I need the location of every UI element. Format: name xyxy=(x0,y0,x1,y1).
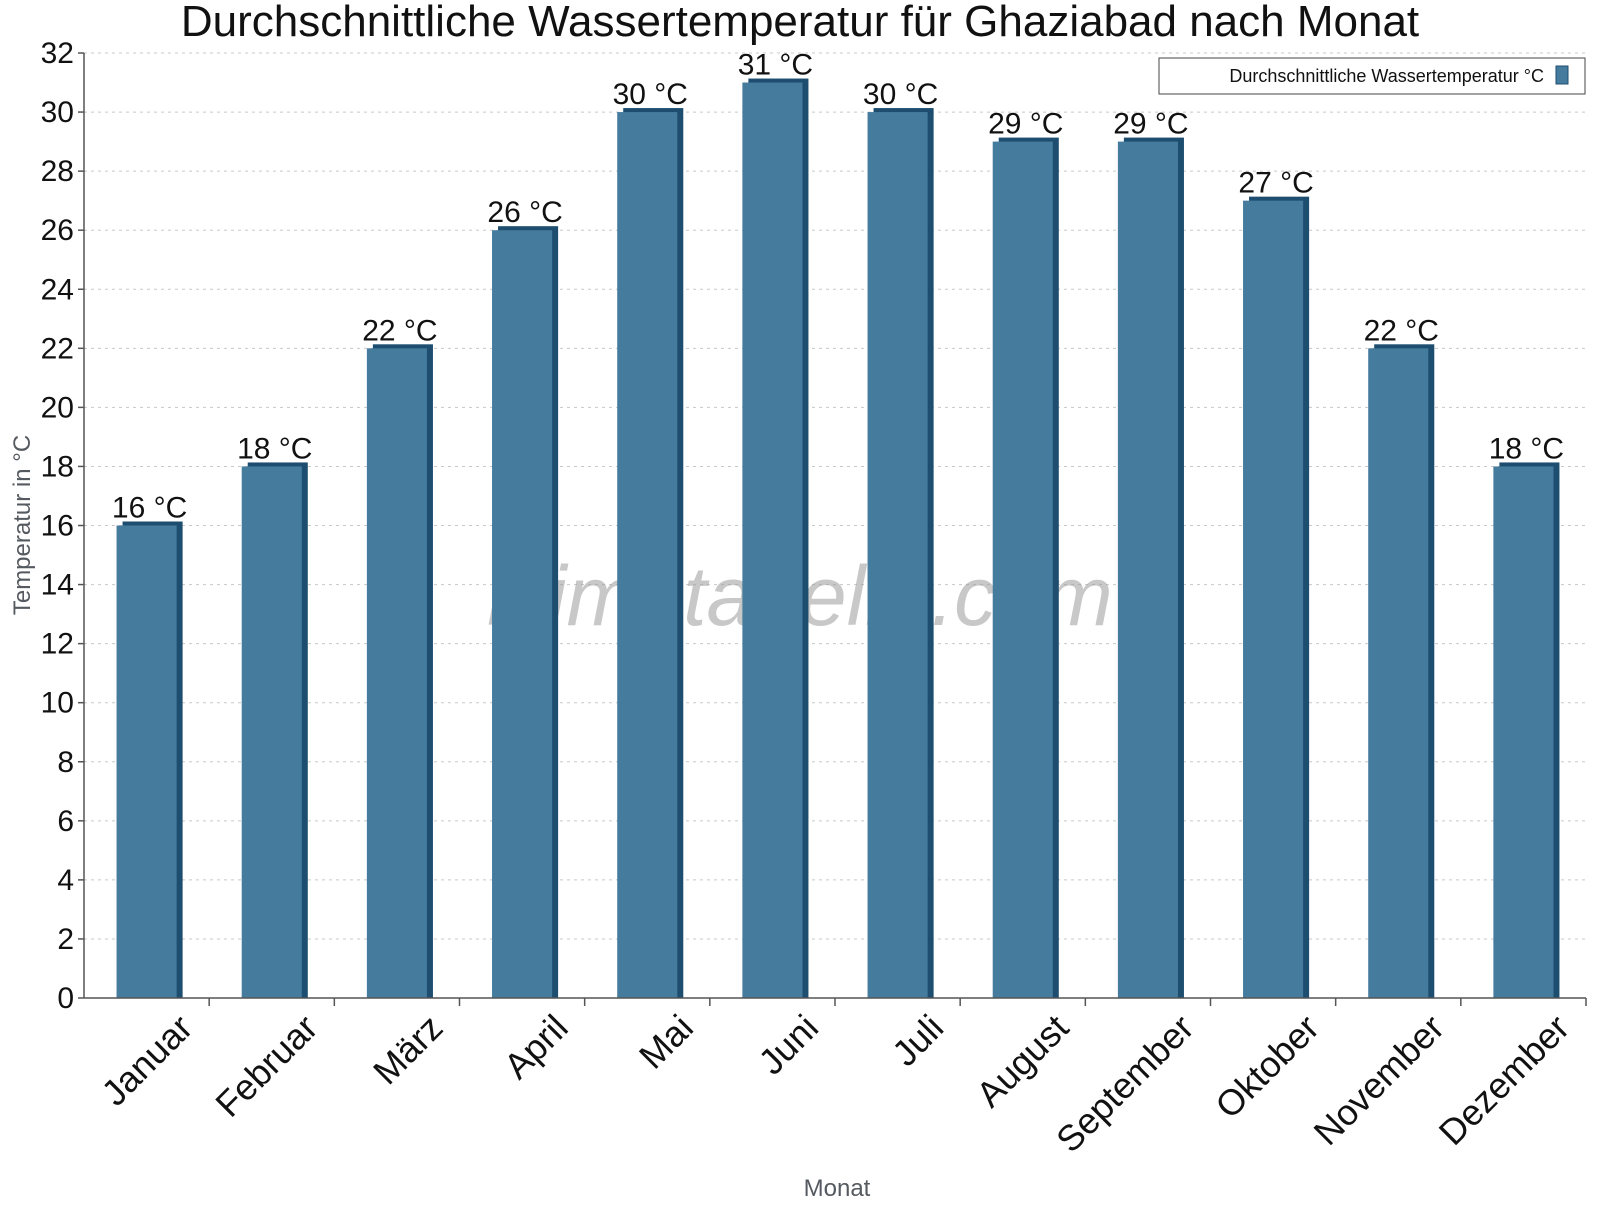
y-tick-label: 12 xyxy=(41,628,74,661)
x-tick-label: Oktober xyxy=(1207,1007,1327,1127)
legend-swatch xyxy=(1555,65,1569,85)
bar xyxy=(617,112,678,998)
bar xyxy=(742,82,803,998)
x-tick-label: September xyxy=(1048,1007,1202,1161)
x-tick-label: Januar xyxy=(93,1007,200,1114)
y-tick-label: 18 xyxy=(41,450,74,483)
x-axis-ticks: Januar Februar März April Mai Juni Juli AugustS… xyxy=(93,1007,1577,1161)
y-axis-label: Temperatur in °C xyxy=(9,435,36,615)
y-tick-label: 6 xyxy=(57,805,74,838)
bar-1 xyxy=(116,521,183,998)
axes xyxy=(78,52,1587,1006)
bar-6 xyxy=(742,78,809,998)
y-tick-label: 20 xyxy=(41,391,74,424)
data-label: 29 °C xyxy=(988,108,1063,141)
x-tick-label: Juli xyxy=(884,1007,951,1074)
bar-5 xyxy=(617,108,684,998)
data-label: 22 °C xyxy=(362,314,437,347)
x-tick-label: Dezember xyxy=(1431,1007,1577,1153)
bar xyxy=(1493,466,1554,998)
bar-12 xyxy=(1493,462,1560,998)
data-label: 16 °C xyxy=(112,492,187,525)
bar-7 xyxy=(867,108,934,998)
data-label: 22 °C xyxy=(1364,314,1439,347)
y-tick-label: 16 xyxy=(41,510,74,543)
bar-4 xyxy=(492,226,559,998)
bar xyxy=(1117,141,1178,998)
x-tick-label: April xyxy=(496,1007,576,1087)
bar-8 xyxy=(992,137,1059,998)
data-label: 30 °C xyxy=(613,78,688,111)
data-label: 27 °C xyxy=(1238,167,1313,200)
data-labels: 16 °C 18 °C 22 °C 26 °C 30 °C 31 °C 30 °C 29 °C… xyxy=(112,49,1564,525)
bar-9 xyxy=(1117,137,1184,998)
legend-entry-label: Durchschnittliche Wassertemperatur °C xyxy=(1229,66,1544,86)
x-tick-label: Mai xyxy=(631,1007,701,1077)
data-label: 29 °C xyxy=(1113,108,1188,141)
chart-title: Durchschnittliche Wassertemperatur für G… xyxy=(181,0,1419,46)
y-tick-label: 30 xyxy=(41,96,74,129)
y-tick-label: 14 xyxy=(41,569,74,602)
bar-3 xyxy=(366,344,433,998)
bar xyxy=(992,141,1053,998)
legend-box xyxy=(1158,57,1586,95)
x-tick-label: Februar xyxy=(207,1007,325,1125)
bar-2 xyxy=(241,462,308,998)
bar xyxy=(867,112,928,998)
bar xyxy=(366,348,427,998)
y-tick-label: 22 xyxy=(41,332,74,365)
bar xyxy=(241,466,302,998)
y-tick-label: 2 xyxy=(57,923,74,956)
y-tick-label: 4 xyxy=(57,864,74,897)
y-tick-label: 26 xyxy=(41,214,74,247)
data-label: 31 °C xyxy=(738,49,813,82)
bar xyxy=(492,230,553,998)
x-tick-label: August xyxy=(968,1007,1076,1115)
x-axis-label: Monat xyxy=(804,1175,871,1200)
data-label: 26 °C xyxy=(487,196,562,229)
x-tick-label: März xyxy=(365,1007,451,1093)
y-tick-label: 0 xyxy=(57,982,74,1015)
data-label: 30 °C xyxy=(863,78,938,111)
bar xyxy=(1368,348,1429,998)
y-tick-label: 32 xyxy=(41,37,74,70)
bar-11 xyxy=(1368,344,1435,998)
legend: Durchschnittliche Wassertemperatur °C xyxy=(1158,57,1586,95)
bars xyxy=(116,78,1560,998)
y-tick-label: 10 xyxy=(41,687,74,720)
bar-10 xyxy=(1243,196,1310,998)
x-tick-label: Juni xyxy=(750,1007,826,1083)
x-tick-label: November xyxy=(1305,1007,1451,1153)
y-tick-label: 24 xyxy=(41,273,74,306)
data-label: 18 °C xyxy=(237,432,312,465)
bar xyxy=(1243,200,1304,998)
y-tick-label: 28 xyxy=(41,155,74,188)
data-label: 18 °C xyxy=(1489,432,1564,465)
grid-lines xyxy=(84,52,1586,940)
y-tick-label: 8 xyxy=(57,746,74,779)
bar xyxy=(116,525,177,998)
